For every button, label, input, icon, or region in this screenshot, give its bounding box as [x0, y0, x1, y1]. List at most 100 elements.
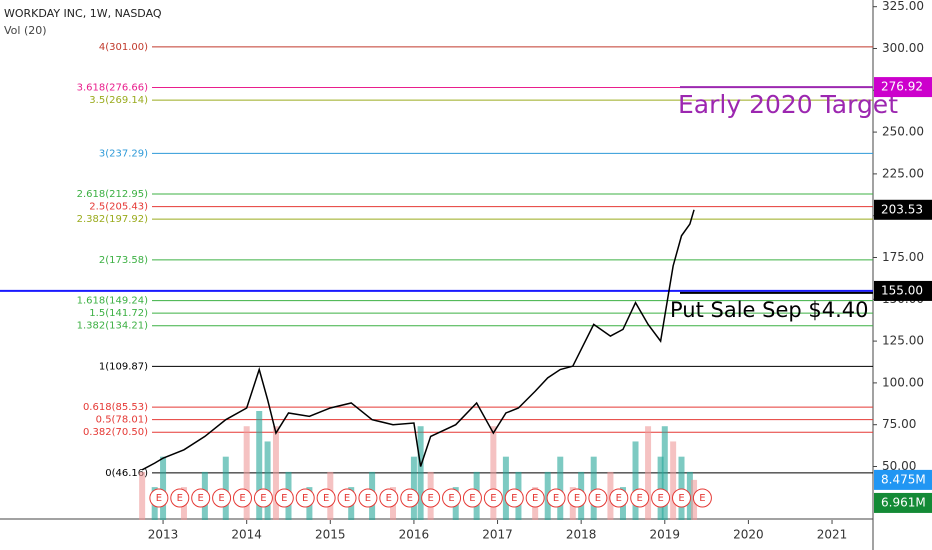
- volume-bar: [502, 456, 509, 520]
- fib-label: 2.5(205.43): [89, 202, 148, 213]
- volume-bar: [645, 426, 652, 520]
- fib-label: 3.618(276.66): [77, 83, 149, 94]
- earnings-marker: [337, 488, 357, 508]
- fib-label: 2(173.58): [99, 255, 148, 266]
- y-tick-label: 250.00: [882, 125, 924, 139]
- earnings-label: E: [386, 493, 392, 504]
- volume-bar: [264, 441, 271, 520]
- earnings-label: E: [553, 493, 559, 504]
- earnings-marker: [233, 488, 252, 508]
- earnings-label: E: [260, 493, 266, 504]
- earnings-label: E: [574, 493, 580, 504]
- earnings-label: E: [302, 493, 308, 504]
- volume-bar: [410, 456, 417, 520]
- earnings-marker: [170, 488, 190, 508]
- price-tag-label: 276.92: [881, 80, 923, 94]
- earnings-marker: [421, 488, 441, 508]
- earnings-marker: [567, 488, 587, 508]
- y-tick-label: 125.00: [882, 334, 924, 348]
- annotation: Put Sale Sep $4.40: [670, 298, 869, 322]
- earnings-label: E: [657, 493, 663, 504]
- price-line: [141, 209, 695, 471]
- y-tick-label: 300.00: [882, 41, 924, 55]
- y-tick-label: 325.00: [882, 0, 924, 13]
- volume-bar: [557, 456, 564, 520]
- volume-bar: [657, 456, 664, 520]
- volume-bar: [632, 441, 639, 520]
- earnings-label: E: [678, 493, 684, 504]
- x-tick-label: 2018: [566, 528, 597, 542]
- earnings-label: E: [532, 493, 538, 504]
- earnings-marker: [400, 488, 420, 508]
- earnings-marker: [609, 488, 629, 508]
- earnings-label: E: [344, 493, 350, 504]
- earnings-label: E: [699, 493, 705, 504]
- earnings-label: E: [198, 493, 204, 504]
- earnings-label: E: [448, 493, 454, 504]
- volume-bar: [222, 456, 229, 520]
- fib-label: 0.618(85.53): [83, 402, 148, 413]
- fib-label: 0.5(78.01): [96, 415, 148, 426]
- annotation: Early 2020 Target: [678, 90, 898, 119]
- earnings-label: E: [177, 493, 183, 504]
- earnings-marker: [462, 488, 482, 508]
- y-tick-label: 75.00: [882, 417, 916, 431]
- volume-bar: [490, 426, 497, 520]
- earnings-label: E: [616, 493, 622, 504]
- fib-label: 0.382(70.50): [83, 427, 148, 438]
- fib-label: 0(46.16): [105, 468, 148, 479]
- price-tag: [874, 469, 932, 490]
- earnings-marker: [525, 488, 545, 508]
- earnings-marker: [588, 488, 608, 508]
- earnings-label: E: [281, 493, 287, 504]
- volume-bar: [256, 411, 263, 520]
- volume-label: Vol (20): [4, 24, 47, 37]
- fib-label: 1.618(149.24): [77, 296, 149, 307]
- volume-bar: [272, 426, 279, 520]
- price-tag-label: 155.00: [881, 283, 923, 297]
- price-tag: [874, 492, 932, 513]
- earnings-label: E: [156, 493, 162, 504]
- x-tick-label: 2020: [733, 528, 764, 542]
- volume-bar: [670, 441, 677, 520]
- x-tick-label: 2021: [817, 528, 848, 542]
- earnings-marker: [212, 488, 232, 508]
- price-tag-label: 6.961M: [881, 495, 926, 509]
- volume-bar: [661, 426, 668, 520]
- volume-bar: [678, 456, 685, 520]
- volume-bar: [139, 471, 146, 520]
- earnings-label: E: [365, 493, 371, 504]
- earnings-label: E: [469, 493, 475, 504]
- x-tick-label: 2013: [148, 528, 179, 542]
- volume-bar: [417, 426, 424, 520]
- price-tag-label: 203.53: [881, 202, 923, 216]
- earnings-label: E: [511, 493, 517, 504]
- earnings-marker: [316, 488, 336, 508]
- earnings-marker: [274, 488, 294, 508]
- earnings-marker: [692, 488, 712, 508]
- earnings-label: E: [490, 493, 496, 504]
- earnings-marker: [379, 488, 399, 508]
- fib-label: 1(109.87): [99, 361, 148, 372]
- chart-title: WORKDAY INC, 1W, NASDAQ: [4, 7, 162, 20]
- fib-label: 1.382(134.21): [77, 321, 149, 332]
- earnings-label: E: [218, 493, 224, 504]
- earnings-marker: [149, 488, 169, 508]
- price-tag: [874, 77, 932, 98]
- volume-bar: [243, 426, 250, 520]
- earnings-label: E: [595, 493, 601, 504]
- price-tag: [874, 199, 932, 220]
- earnings-label: E: [323, 493, 329, 504]
- y-tick-label: 225.00: [882, 166, 924, 180]
- earnings-marker: [546, 488, 566, 508]
- earnings-marker: [358, 488, 378, 508]
- earnings-label: E: [239, 493, 245, 504]
- fib-label: 4(301.00): [99, 42, 148, 53]
- x-tick-label: 2016: [399, 528, 430, 542]
- earnings-marker: [672, 488, 692, 508]
- fib-label: 3.5(269.14): [89, 95, 148, 106]
- price-tag: [874, 280, 932, 301]
- earnings-marker: [191, 488, 211, 508]
- x-tick-label: 2015: [315, 528, 346, 542]
